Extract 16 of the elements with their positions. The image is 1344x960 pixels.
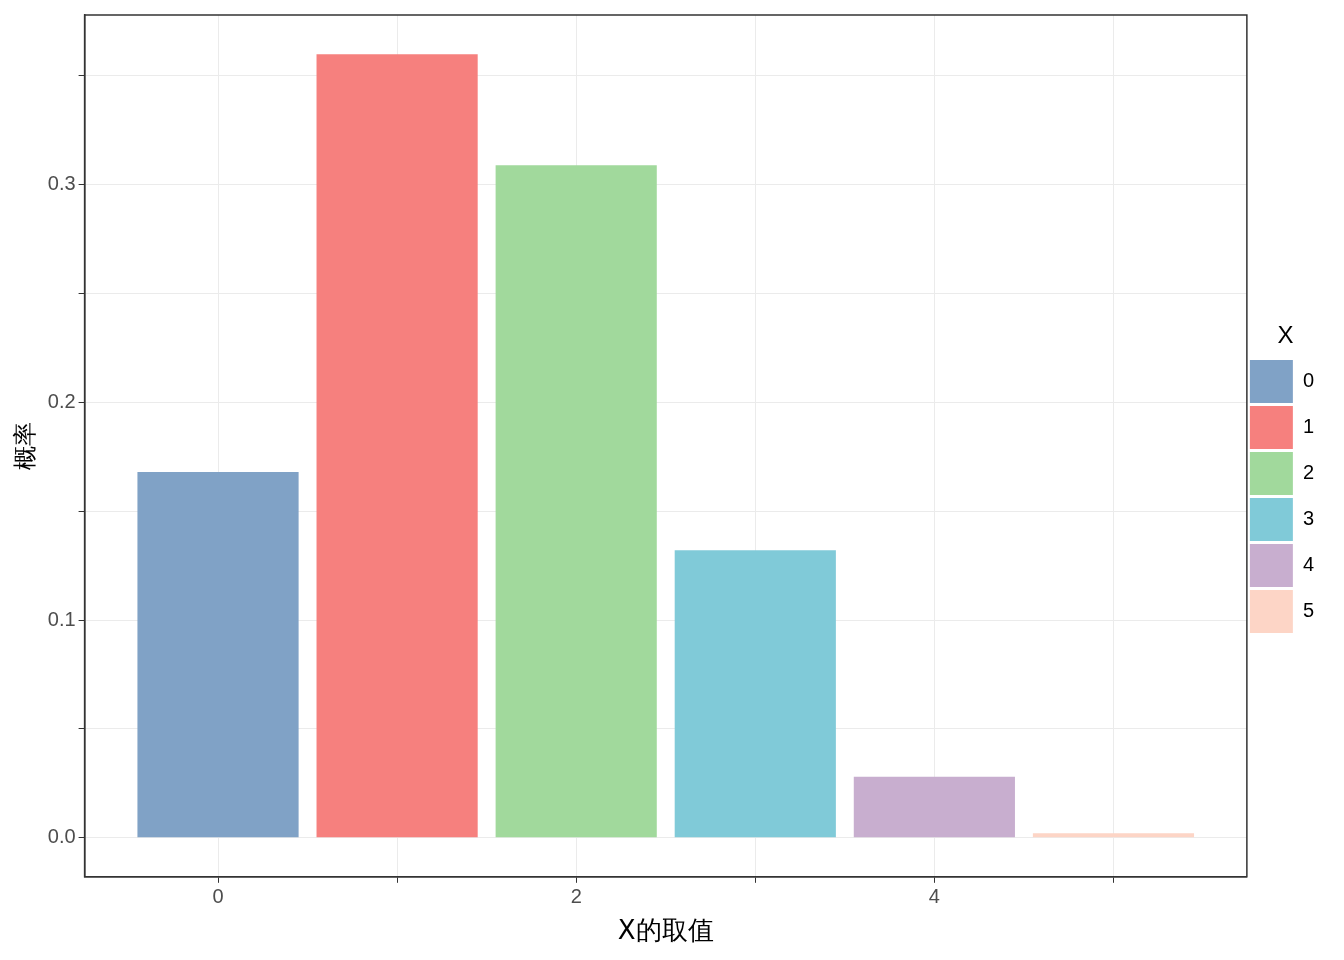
legend-label: 5	[1302, 598, 1314, 621]
x-tick-label: 2	[570, 885, 582, 908]
y-tick-label: 0.3	[47, 172, 76, 195]
x-axis-title: X的取值	[617, 915, 714, 946]
y-tick-label: 0.2	[47, 389, 76, 412]
y-tick-label: 0.1	[47, 607, 76, 630]
y-axis-title: 概率	[10, 421, 39, 470]
legend-title: X	[1277, 320, 1294, 348]
legend-label: 1	[1302, 414, 1314, 437]
legend-label: 3	[1302, 506, 1314, 529]
x-tick-label: 0	[212, 885, 224, 908]
y-tick-label: 0.0	[47, 825, 76, 848]
legend-label: 4	[1302, 552, 1314, 575]
x-tick-label: 4	[928, 885, 940, 908]
legend-label: 2	[1302, 460, 1314, 483]
legend-label: 0	[1302, 368, 1314, 391]
